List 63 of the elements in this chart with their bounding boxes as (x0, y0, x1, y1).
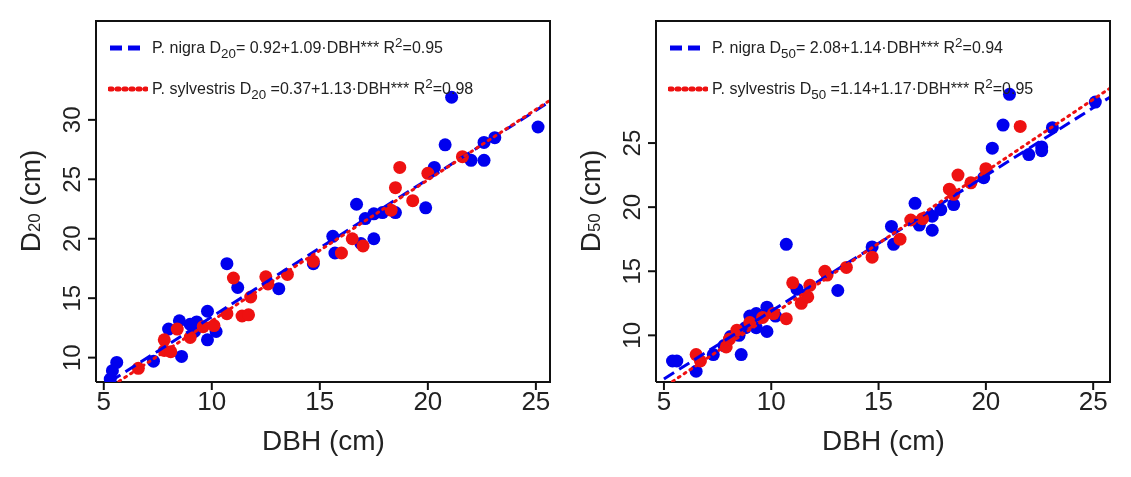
point (1022, 148, 1036, 162)
point (157, 333, 171, 347)
point (985, 141, 999, 155)
x-tick-label: 20 (413, 386, 443, 417)
legend-label: P. sylvestris D$_{20}$ =0.37+1.13·DBH*** R$^{2}$=0.98 (152, 74, 474, 104)
x-tick-label: 5 (656, 386, 672, 417)
y-tick-label: 15 (618, 257, 645, 285)
x-tick-label: 15 (864, 386, 894, 417)
point (893, 232, 907, 246)
point (951, 168, 965, 182)
legend-label: P. nigra D$_{20}$= 0.92+1.09·DBH*** R$^{2}$=0.95 (152, 34, 444, 63)
x-tick-label: 15 (305, 386, 335, 417)
point (734, 348, 748, 362)
point (884, 219, 898, 233)
point (231, 280, 245, 294)
point (908, 196, 922, 210)
point (477, 153, 491, 167)
y-tick-label: 10 (58, 344, 85, 371)
point (531, 120, 545, 134)
point (226, 271, 240, 285)
point (242, 308, 256, 322)
y-tick-label: 25 (618, 129, 645, 157)
y-tick-label: 10 (618, 321, 645, 349)
point (220, 257, 234, 271)
point (438, 138, 452, 152)
y-tick-label: 30 (58, 106, 85, 134)
x-tick-label: 10 (197, 386, 227, 417)
x-tick-label: 20 (971, 386, 1001, 417)
y-tick-label: 25 (58, 165, 85, 193)
point (272, 282, 286, 296)
point (388, 181, 402, 195)
point (1013, 119, 1027, 133)
x-tick-label: 25 (1078, 386, 1108, 417)
point (925, 223, 939, 237)
point (175, 349, 189, 363)
x-tick-label: 5 (96, 386, 112, 417)
point (345, 232, 359, 246)
point (170, 322, 184, 336)
y-tick-label: 15 (58, 284, 85, 312)
point (110, 355, 124, 369)
point (831, 283, 845, 297)
point (779, 237, 793, 251)
point (779, 312, 793, 326)
point (393, 160, 407, 174)
x-axis-title: DBH (cm) (822, 425, 945, 456)
legend-label: P. nigra D$_{50}$= 2.08+1.14·DBH*** R$^{2}$=0.94 (712, 34, 1004, 63)
y-tick-label: 20 (618, 193, 645, 221)
point (406, 194, 420, 208)
point (996, 118, 1010, 132)
x-tick-label: 10 (756, 386, 786, 417)
x-axis-title: DBH (cm) (262, 425, 385, 456)
point (760, 324, 774, 338)
point (350, 197, 364, 211)
point (200, 333, 214, 347)
point (786, 276, 800, 290)
point (865, 250, 879, 264)
point (419, 201, 433, 215)
x-tick-label: 25 (521, 386, 551, 417)
point (200, 304, 214, 318)
legend-label: P. sylvestris D$_{50}$ =1.14+1.17·DBH*** R$^{2}$=0.95 (712, 74, 1034, 104)
point (367, 232, 381, 246)
y-tick-label: 20 (58, 225, 85, 253)
point (334, 246, 348, 260)
